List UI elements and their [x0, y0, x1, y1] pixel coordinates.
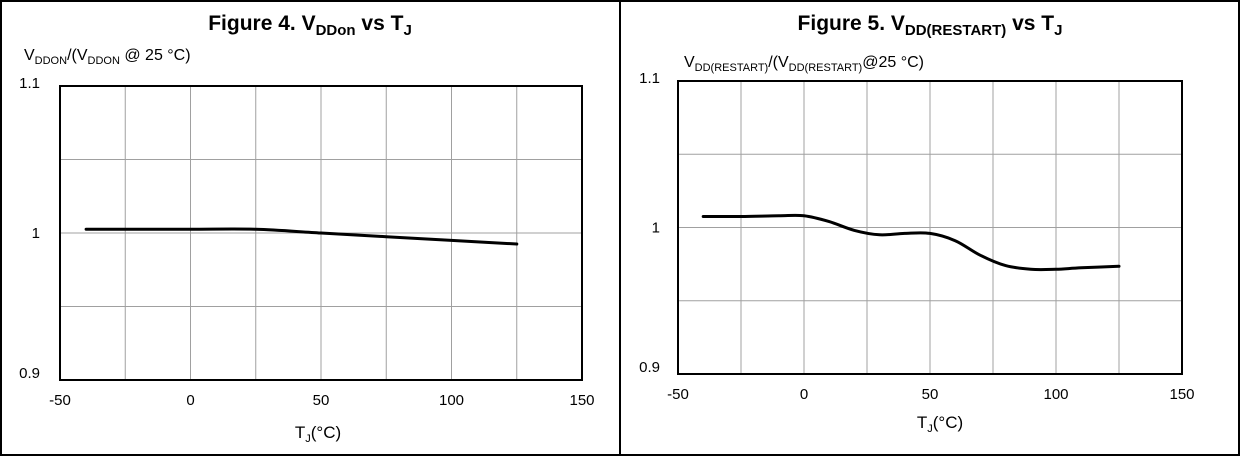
y-axis-label: VDDON/(VDDON @ 25 °C) — [24, 47, 191, 67]
x-tick-label: 50 — [313, 392, 330, 409]
x-tick-label: 150 — [1169, 386, 1194, 403]
x-tick-label: 100 — [439, 392, 464, 409]
chart-title: Figure 5. VDD(RESTART) vs TJ — [798, 12, 1063, 39]
y-tick-label: 1 — [652, 220, 660, 237]
y-tick-label: 0.9 — [19, 365, 40, 382]
x-tick-label: 0 — [800, 386, 808, 403]
y-tick-label: 1 — [32, 225, 40, 242]
x-tick-label: 0 — [186, 392, 194, 409]
chart-2: Figure 5. VDD(RESTART) vs TJ VDD(RESTART)… — [639, 12, 1194, 435]
plot-area — [677, 80, 1183, 375]
y-tick-label: 0.9 — [639, 359, 660, 376]
plot-area — [59, 85, 583, 381]
x-tick-label: -50 — [49, 392, 71, 409]
chart-title: Figure 4. VDDon vs TJ — [208, 12, 412, 39]
x-tick-label: 150 — [569, 392, 594, 409]
series-line — [701, 213, 1121, 272]
chart-1: Figure 4. VDDon vs TJ VDDON/(VDDON @ 25 °… — [19, 12, 594, 445]
y-tick-label: 1.1 — [19, 75, 40, 92]
series-line — [84, 227, 519, 246]
x-tick-label: 50 — [922, 386, 939, 403]
x-tick-label: 100 — [1043, 386, 1068, 403]
x-tick-label: -50 — [667, 386, 689, 403]
y-tick-label: 1.1 — [639, 70, 660, 87]
x-axis-label: TJ(°C) — [295, 423, 341, 445]
y-axis-label: VDD(RESTART)/(VDD(RESTART)@25 °C) — [684, 54, 924, 74]
x-axis-label: TJ(°C) — [917, 413, 963, 435]
